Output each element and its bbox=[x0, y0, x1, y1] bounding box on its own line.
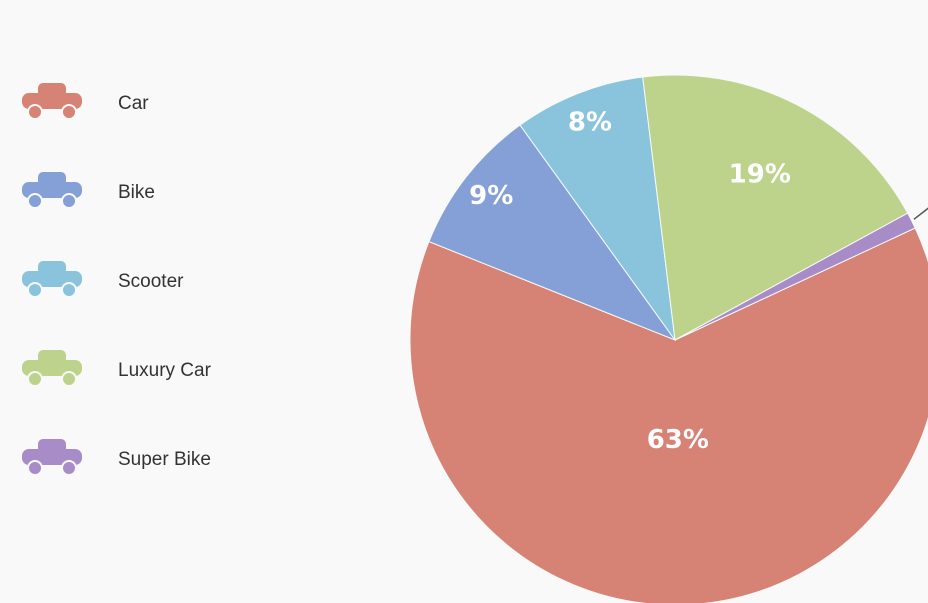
icon-wheel bbox=[27, 282, 43, 298]
pie-slice bbox=[674, 212, 916, 341]
legend-icon bbox=[22, 83, 82, 120]
legend-label: Luxury Car bbox=[118, 360, 212, 381]
icon-wheel bbox=[27, 460, 43, 476]
pie-slice bbox=[409, 227, 928, 603]
legend-icon bbox=[22, 350, 82, 387]
slice-label: 8% bbox=[568, 107, 612, 137]
legend-label: Super Bike bbox=[118, 449, 211, 470]
icon-wheel bbox=[27, 193, 43, 209]
slice-label: 19% bbox=[729, 160, 791, 190]
icon-top bbox=[38, 261, 66, 275]
icon-top bbox=[38, 172, 66, 186]
icon-top bbox=[38, 350, 66, 364]
legend-label: Car bbox=[118, 93, 149, 114]
icon-wheel bbox=[61, 371, 77, 387]
icon-wheel bbox=[61, 104, 77, 120]
icon-wheel bbox=[27, 104, 43, 120]
pie-slice bbox=[428, 124, 677, 342]
icon-wheel bbox=[61, 460, 77, 476]
icon-top bbox=[38, 83, 66, 97]
legend-icon bbox=[22, 261, 82, 298]
legend-label: Scooter bbox=[118, 271, 184, 292]
slice-label: 63% bbox=[647, 425, 709, 455]
icon-wheel bbox=[27, 371, 43, 387]
slice-label: 9% bbox=[469, 181, 513, 211]
legend-label: Bike bbox=[118, 182, 155, 203]
icon-wheel bbox=[61, 282, 77, 298]
leader-line bbox=[913, 207, 928, 220]
legend-icon bbox=[22, 172, 82, 209]
pie-slice bbox=[519, 76, 676, 341]
icon-wheel bbox=[61, 193, 77, 209]
icon-top bbox=[38, 439, 66, 453]
pie-slice bbox=[642, 74, 909, 341]
legend-icon bbox=[22, 439, 82, 476]
